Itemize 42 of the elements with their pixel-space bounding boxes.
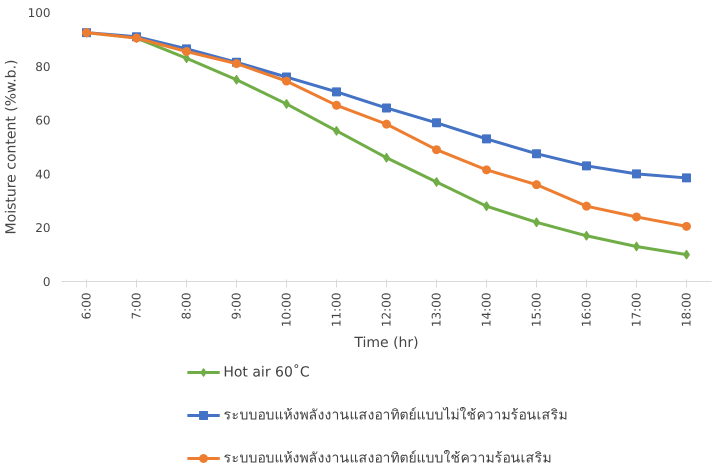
x-tick-label: 17:00 [630, 292, 644, 328]
point [182, 47, 191, 56]
point [682, 173, 691, 182]
x-tick-label: 18:00 [680, 292, 694, 328]
point [382, 120, 391, 129]
x-tick-label: 14:00 [480, 292, 494, 328]
x-axis-title: Time (hr) [353, 335, 419, 352]
y-tick-label: 0 [42, 275, 51, 289]
y-tick-label: 60 [35, 114, 51, 128]
point [682, 222, 691, 231]
legend-label: ระบบอบแห้งพลังงานแสงอาทิตย์แบบใช้ความร้อนเสริม [223, 450, 552, 466]
point [382, 103, 391, 112]
point [332, 87, 341, 96]
point [632, 212, 641, 222]
x-tick-label: 7:00 [130, 292, 144, 320]
point [582, 161, 591, 170]
point [282, 76, 291, 86]
point [582, 202, 591, 211]
x-tick-label: 11:00 [330, 292, 344, 328]
x-tick-label: 10:00 [280, 292, 294, 328]
point [532, 149, 541, 158]
y-tick-label: 80 [35, 60, 51, 74]
x-tick-label: 9:00 [230, 292, 244, 320]
point [482, 165, 491, 174]
x-tick-label: 8:00 [180, 292, 194, 320]
point [532, 180, 541, 190]
y-tick-label: 100 [28, 6, 50, 20]
point [432, 118, 441, 128]
x-tick-label: 12:00 [380, 292, 394, 328]
y-axis-title: Moisture content (%w.b.) [4, 60, 20, 234]
point [432, 145, 441, 154]
x-tick-label: 15:00 [530, 292, 544, 328]
legend-label: Hot air 60˚C [223, 364, 310, 380]
x-tick-label: 6:00 [80, 292, 94, 320]
point [332, 100, 341, 110]
x-tick-label: 13:00 [430, 292, 444, 328]
x-tick-label: 16:00 [580, 292, 594, 328]
point [482, 134, 491, 144]
y-tick-label: 40 [35, 167, 51, 182]
point [632, 169, 641, 178]
y-tick-label: 20 [35, 221, 51, 236]
legend-label: ระบบอบแห้งพลังงานแสงอาทิตย์แบบไม่ใช้ความร้อนเสริม [223, 406, 568, 424]
